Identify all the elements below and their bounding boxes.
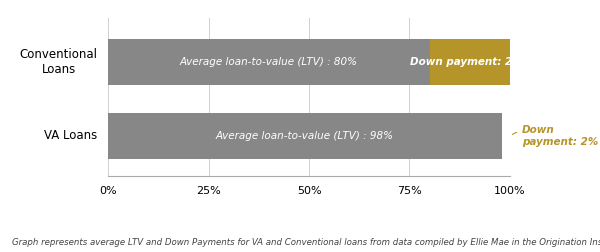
Bar <box>108 113 502 159</box>
Text: Average loan-to-value (LTV) : 98%: Average loan-to-value (LTV) : 98% <box>216 131 394 141</box>
Text: Graph represents average LTV and Down Payments for VA and Conventional loans fro: Graph represents average LTV and Down Pa… <box>12 238 600 247</box>
Text: Down
payment: 2%: Down payment: 2% <box>512 125 598 147</box>
Bar <box>430 39 510 85</box>
Bar <box>108 39 430 85</box>
Text: Average loan-to-value (LTV) : 80%: Average loan-to-value (LTV) : 80% <box>180 57 358 67</box>
Text: Down payment: 20%: Down payment: 20% <box>410 57 530 67</box>
